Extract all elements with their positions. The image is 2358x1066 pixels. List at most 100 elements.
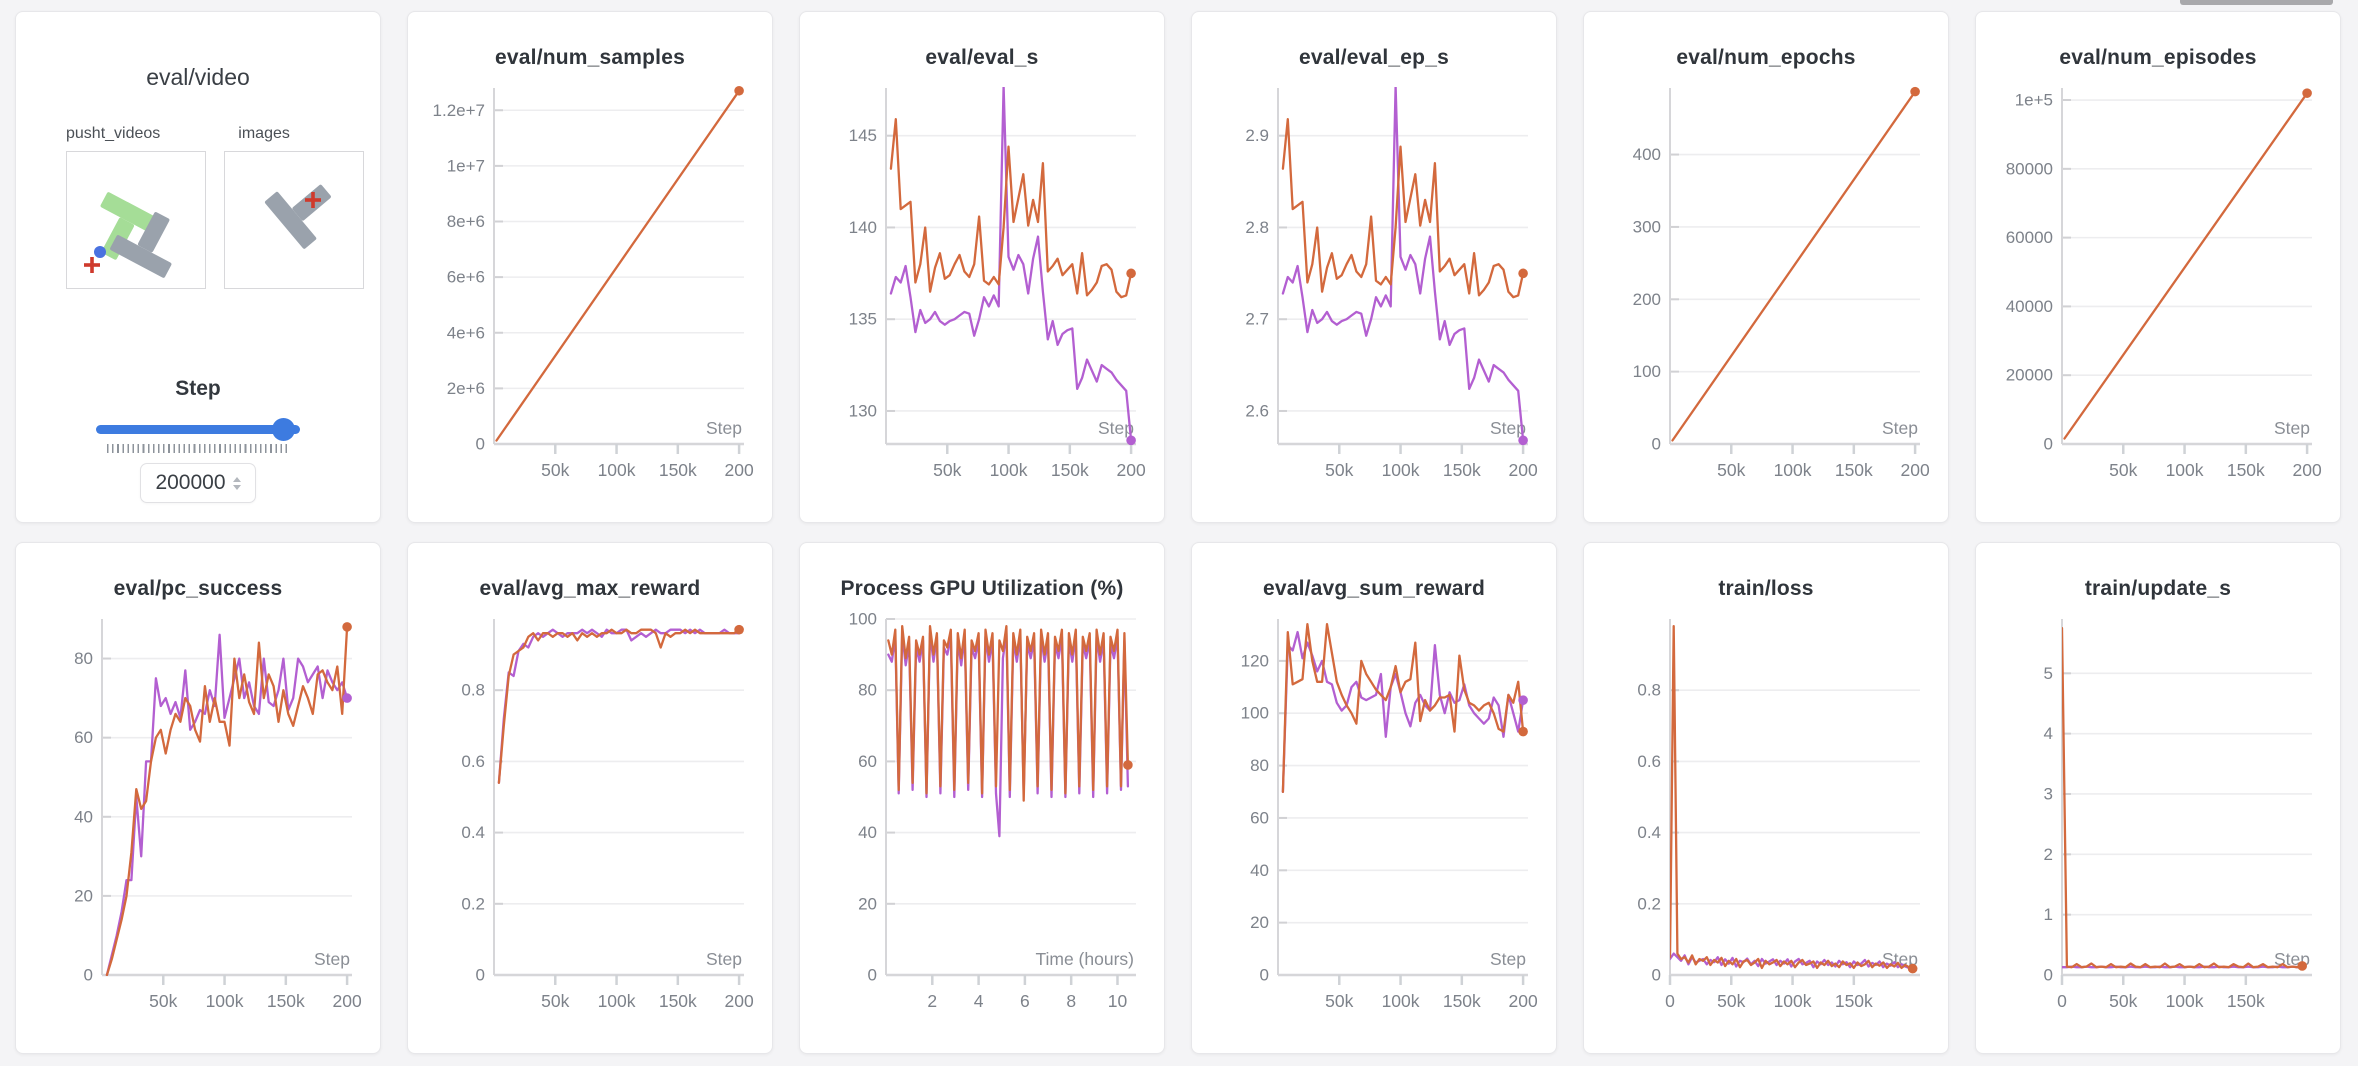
svg-text:50k: 50k	[1325, 991, 1353, 1011]
chart-body: Time (hours) 0 20 40 60 80 100 2 4 6 8 10	[800, 605, 1164, 1020]
pusht-scene-image	[84, 192, 172, 278]
svg-text:400: 400	[1633, 145, 1661, 164]
chart-body: Step 0 100 200 300 400 50k 100k 150k 200	[1584, 74, 1948, 489]
chart-title: eval/num_samples	[495, 46, 685, 69]
partial-scrollbar	[2180, 0, 2333, 5]
svg-text:150k: 150k	[1443, 991, 1481, 1011]
chart-panel-eval-num-samples[interactable]: eval/num_samples Step 0 2e+6 4e+6 6e+6 8e+6 1e…	[407, 11, 773, 523]
chart-title: train/update_s	[2084, 577, 2232, 600]
series-line-run-orange	[2063, 92, 2309, 440]
chart-panel-eval-avg-max-reward[interactable]: eval/avg_max_reward Step 0 0.2 0.4 0.6 0.8 50k…	[407, 542, 773, 1054]
chart-svg-eval-avg-sum-reward: Step 0 20 40 60 80 100 120 50k 100k 150k 200	[1241, 619, 1538, 1011]
chart-body: Step 0 20 40 60 80 100 120 50k 100k 150k 200	[1192, 605, 1556, 1020]
svg-text:100k: 100k	[598, 460, 636, 480]
chart-body: Step 0 0.2 0.4 0.6 0.8 50k 100k 150k 200	[408, 605, 772, 1020]
x-axis-title: Step	[1882, 418, 1918, 438]
series-line-run-orange	[1671, 90, 1917, 442]
axis-labels: 0 0.2 0.4 0.6 0.8 0 50k 100k 150k	[1637, 681, 1873, 1011]
svg-text:150k: 150k	[2227, 991, 2265, 1011]
chart-svg-eval-eval-s: Step 130 135 140 145 50k 100k 150k 200	[849, 87, 1146, 480]
svg-text:1.2e+7: 1.2e+7	[433, 101, 485, 120]
series-line-run-orange	[497, 628, 741, 784]
chart-panel-eval-eval-s[interactable]: eval/eval_s Step 130 135 140 145 50k 100k 150k 2…	[799, 11, 1165, 523]
svg-text:300: 300	[1633, 217, 1661, 236]
goal-cross	[305, 192, 321, 208]
chart-title: eval/num_epochs	[1676, 46, 1856, 69]
chart-panel-train-update-s[interactable]: train/update_s Step 0 1 2 3 4 5 0 50k 100k 150k	[1975, 542, 2341, 1054]
chart-panel-eval-num-episodes[interactable]: eval/num_episodes Step 0 20000 40000 60000 80…	[1975, 11, 2341, 523]
x-axis-title: Step	[314, 949, 350, 969]
svg-text:0.8: 0.8	[461, 681, 485, 700]
axes	[1669, 88, 1920, 454]
svg-text:3: 3	[2044, 784, 2053, 803]
svg-text:50k: 50k	[1325, 460, 1353, 480]
media-panel-title: eval/video	[146, 64, 250, 90]
step-value-input[interactable]: 200000	[140, 463, 256, 503]
gridlines	[494, 109, 744, 445]
gray-t-shape	[110, 212, 172, 278]
chart-body: Step 0 2e+6 4e+6 6e+6 8e+6 1e+7 1.2e+7 50k 100k 15…	[408, 74, 772, 489]
x-axis-title: Step	[1490, 949, 1526, 969]
chart-panel-eval-eval-ep-s[interactable]: eval/eval_ep_s Step 2.6 2.7 2.8 2.9 50k 100k 15…	[1191, 11, 1557, 523]
svg-text:100k: 100k	[1774, 460, 1812, 480]
axes	[2061, 88, 2312, 454]
svg-text:50k: 50k	[2109, 460, 2137, 480]
svg-text:150k: 150k	[659, 460, 697, 480]
chart-panel-train-loss[interactable]: train/loss Step 0 0.2 0.4 0.6 0.8 0 50k 100k 150k	[1583, 542, 1949, 1054]
chart-panel-eval-num-epochs[interactable]: eval/num_epochs Step 0 100 200 300 400 50k 100k…	[1583, 11, 1949, 523]
step-stepper[interactable]	[232, 476, 241, 490]
step-slider-handle[interactable]	[271, 418, 295, 441]
svg-text:100: 100	[1633, 362, 1661, 381]
images-scene-image	[264, 184, 331, 249]
svg-text:145: 145	[849, 126, 877, 145]
chart-panel-eval-pc-success[interactable]: eval/pc_success Step 0 20 40 60 80 50k 100k 150k…	[15, 542, 381, 1054]
video-thumbnail-pusht[interactable]	[66, 151, 206, 289]
panel-grid: eval/video pusht_videos images	[15, 11, 2341, 1054]
axes	[885, 619, 1136, 985]
svg-text:135: 135	[849, 310, 877, 329]
svg-text:200: 200	[724, 991, 753, 1011]
step-slider-track[interactable]	[96, 425, 300, 434]
step-decrement-icon[interactable]	[232, 484, 241, 490]
chart-title: eval/avg_sum_reward	[1262, 577, 1486, 600]
end-dot-run-orange	[1910, 86, 1920, 97]
axis-labels: 130 135 140 145 50k 100k 150k 200	[849, 126, 1146, 480]
axes	[885, 88, 1136, 454]
series-line-run-purple	[889, 87, 1133, 442]
svg-text:4: 4	[2044, 724, 2053, 743]
series-line-run-orange	[2062, 626, 2304, 969]
end-dot-run-orange	[1518, 726, 1528, 737]
chart-body: Step 0 1 2 3 4 5 0 50k 100k 150k	[1976, 605, 2340, 1020]
svg-text:2: 2	[927, 991, 937, 1011]
goal-cross	[84, 257, 100, 273]
svg-text:50k: 50k	[149, 991, 177, 1011]
axis-labels: 2.6 2.7 2.8 2.9 50k 100k 150k 200	[1245, 126, 1538, 480]
svg-text:40: 40	[858, 823, 877, 842]
svg-text:6e+6: 6e+6	[447, 268, 485, 287]
svg-text:150k: 150k	[1835, 460, 1873, 480]
chart-title: train/loss	[1718, 577, 1814, 600]
axes	[101, 619, 352, 985]
svg-text:200: 200	[2292, 460, 2321, 480]
media-panel-eval-video[interactable]: eval/video pusht_videos images	[15, 11, 381, 523]
svg-text:50k: 50k	[541, 460, 569, 480]
step-slider-label: Step	[175, 377, 221, 400]
svg-text:0.8: 0.8	[1637, 681, 1661, 700]
video-thumbnail-images[interactable]	[224, 151, 364, 289]
svg-text:0.4: 0.4	[461, 823, 485, 842]
svg-text:8e+6: 8e+6	[447, 212, 485, 231]
step-increment-icon[interactable]	[232, 476, 241, 482]
svg-text:40: 40	[1250, 861, 1269, 880]
chart-panel-process-gpu-utilization[interactable]: Process GPU Utilization (%) Time (hours)…	[799, 542, 1165, 1054]
gridlines	[494, 689, 744, 976]
chart-panel-eval-avg-sum-reward[interactable]: eval/avg_sum_reward Step 0 20 40 60 80 100 120 5…	[1191, 542, 1557, 1054]
chart-body: Step 0 20 40 60 80 50k 100k 150k 200	[16, 605, 380, 1020]
gridlines	[2062, 99, 2312, 445]
svg-text:2.6: 2.6	[1245, 401, 1269, 420]
svg-text:100: 100	[1241, 704, 1269, 723]
step-slider[interactable]	[96, 417, 300, 441]
svg-text:0: 0	[1665, 991, 1675, 1011]
axes	[493, 88, 744, 454]
svg-text:0.6: 0.6	[1637, 752, 1661, 771]
